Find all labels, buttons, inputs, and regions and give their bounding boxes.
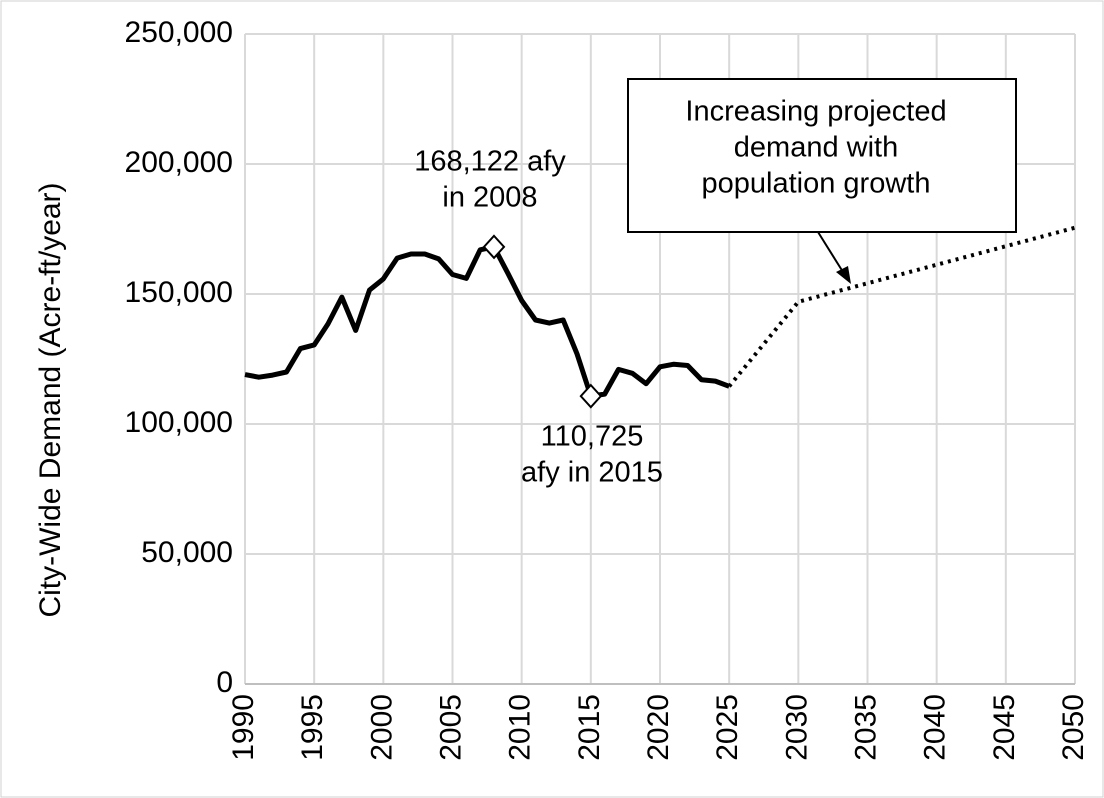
x-tick-label: 2005 <box>434 694 467 761</box>
x-tick-label: 2030 <box>780 694 813 761</box>
arrow-head <box>836 266 851 284</box>
x-tick-label: 2015 <box>573 694 606 761</box>
y-tick-label: 0 <box>216 666 233 699</box>
annotation-text: 168,122 afy <box>414 146 566 178</box>
annotation-text: population growth <box>702 168 931 200</box>
y-tick-label: 200,000 <box>125 146 233 179</box>
annotation-text: afy in 2015 <box>521 457 663 489</box>
x-tick-label: 2010 <box>504 694 537 761</box>
x-tick-label: 2035 <box>849 694 882 761</box>
y-tick-label: 250,000 <box>125 16 233 49</box>
x-tick-label: 2045 <box>988 694 1021 761</box>
point-marker <box>579 383 603 409</box>
point-marker <box>482 234 506 260</box>
annotation-box <box>627 78 1017 233</box>
y-tick-label: 50,000 <box>141 536 233 569</box>
y-axis-label: City-Wide Demand (Acre-ft/year) <box>34 182 67 617</box>
annotation-text: demand with <box>734 132 898 164</box>
annotation-arrow <box>817 231 844 273</box>
x-tick-label: 2020 <box>642 694 675 761</box>
x-tick-label: 2050 <box>1057 694 1090 761</box>
y-tick-label: 100,000 <box>125 406 233 439</box>
x-tick-label: 2040 <box>919 694 952 761</box>
x-tick-label: 2025 <box>711 694 744 761</box>
x-tick-label: 1995 <box>296 694 329 761</box>
annotation-text: Increasing projected <box>685 96 946 128</box>
x-tick-label: 2000 <box>365 694 398 761</box>
x-tick-label: 1990 <box>227 694 260 761</box>
annotation-text: in 2008 <box>442 182 537 214</box>
y-tick-label: 150,000 <box>125 276 233 309</box>
annotation-text: 110,725 <box>541 421 644 453</box>
